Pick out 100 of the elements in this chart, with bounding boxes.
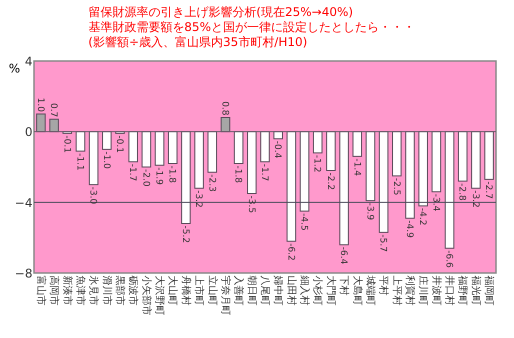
x-tick-label: 上平村 <box>390 276 403 306</box>
bar <box>458 131 468 182</box>
data-label: -5.2 <box>180 226 190 244</box>
x-tick-label: 福光町 <box>470 276 482 306</box>
bar <box>432 131 442 192</box>
data-label: 0.7 <box>48 102 58 118</box>
data-label: -3.2 <box>193 190 204 208</box>
data-label: -1.1 <box>74 153 84 171</box>
bar <box>220 117 230 132</box>
data-label: -2.5 <box>390 178 401 196</box>
x-tick-label: 福野町 <box>456 276 469 306</box>
x-tick-label: 平村 <box>378 276 390 296</box>
bar <box>418 131 428 206</box>
bar <box>168 131 178 164</box>
data-label: -1.0 <box>100 151 111 170</box>
bar <box>484 131 494 180</box>
data-label: -4.5 <box>298 213 309 231</box>
data-label: -5.7 <box>378 234 388 252</box>
x-tick-label: 山田村 <box>285 276 298 306</box>
data-label: -2.8 <box>456 183 467 201</box>
x-tick-label: 立山町 <box>206 276 218 306</box>
bar <box>88 131 98 186</box>
bar <box>76 131 86 152</box>
bar <box>102 131 112 150</box>
x-tick-label: 井口村 <box>444 276 456 306</box>
data-label: -1.2 <box>312 154 322 172</box>
data-label: -6.6 <box>444 250 454 268</box>
x-tick-label: 魚津市 <box>74 276 86 306</box>
data-label: -3.5 <box>246 196 256 214</box>
y-tick-label: 0 <box>24 125 32 140</box>
x-tick-label: 利賀村 <box>404 276 416 306</box>
x-tick-label: 朝日町 <box>246 276 258 306</box>
x-tick-label: 大沢野町 <box>154 276 166 316</box>
x-tick-label: 細入村 <box>298 274 311 306</box>
x-tick-label: 大島町 <box>351 276 364 306</box>
x-tick-label: 上市町 <box>193 276 206 306</box>
x-tick-label: 下村 <box>338 276 350 296</box>
bar <box>49 118 59 132</box>
x-tick-label: 宇奈月町 <box>219 276 232 316</box>
bar <box>339 131 349 246</box>
text: 基準財政需要額を85%と国が一律に設定したとしたら・・・ <box>88 20 415 34</box>
data-label: -0.4 <box>272 140 282 159</box>
x-tick-label: 大門町 <box>324 276 337 306</box>
bar <box>312 131 323 154</box>
x-tick-label: 舟橋村 <box>180 276 192 306</box>
bar <box>154 131 164 166</box>
y-tick-label: −4 <box>14 196 32 210</box>
bar <box>326 131 336 172</box>
bar <box>36 114 46 132</box>
x-tick-label: 小矢部市 <box>140 276 152 316</box>
data-label: -6.4 <box>338 246 348 265</box>
bar <box>366 131 376 202</box>
bar <box>444 131 454 249</box>
x-tick-label: 富山市 <box>34 276 47 306</box>
data-label: -1.8 <box>232 165 243 184</box>
data-label: -3.4 <box>430 194 440 212</box>
x-tick-label: 砺波市 <box>127 274 140 306</box>
data-label: -3.0 <box>88 186 98 204</box>
text: 留保財源率の引き上げ影響分析(現在25%→40%) <box>88 5 354 19</box>
bar <box>405 131 415 219</box>
data-label: -1.7 <box>127 164 138 182</box>
data-label: -2.2 <box>324 172 335 190</box>
x-tick-label: 氷見市 <box>88 276 100 306</box>
data-label: -6.2 <box>285 243 296 261</box>
bar <box>352 131 362 157</box>
x-tick-label: 新湊市 <box>61 276 74 306</box>
data-label: -4.9 <box>404 220 414 238</box>
x-tick-label: 福岡町 <box>483 276 496 306</box>
x-tick-label: 八尾町 <box>259 276 270 306</box>
data-label: -3.9 <box>364 202 374 220</box>
x-tick-label: 小杉町 <box>312 276 324 306</box>
bar <box>471 131 481 189</box>
data-label: -1.7 <box>259 164 269 182</box>
bar <box>142 131 152 168</box>
bar <box>181 131 191 224</box>
data-label: -1.9 <box>154 167 164 186</box>
data-label: 0.8 <box>219 101 230 116</box>
x-tick-label: 婦中町 <box>272 276 284 306</box>
data-label: -4.2 <box>417 208 428 226</box>
data-label: -2.7 <box>483 181 494 199</box>
text: (影響額÷歳入、富山県内35市町村/H10) <box>88 35 308 49</box>
data-label: -3.2 <box>470 190 480 208</box>
bar <box>300 131 310 212</box>
data-label: 1.0 <box>34 98 45 112</box>
bar <box>128 131 138 162</box>
x-tick-label: 城端町 <box>364 274 376 306</box>
data-label: -0.1 <box>114 135 124 153</box>
bar <box>247 131 257 194</box>
y-tick-label: −8 <box>14 266 32 280</box>
data-label: -2.3 <box>206 174 216 192</box>
x-tick-label: 滑川市 <box>100 276 113 306</box>
bar <box>207 131 218 173</box>
x-tick-label: 井波町 <box>430 276 442 306</box>
data-label: -1.4 <box>351 158 362 176</box>
x-tick-label: 大山町 <box>166 276 179 306</box>
y-tick-label: 4 <box>24 54 32 68</box>
x-tick-label: 黒部市 <box>114 276 126 306</box>
bar <box>234 131 244 164</box>
x-tick-label: 庄川町 <box>417 276 430 306</box>
bar <box>194 131 204 189</box>
